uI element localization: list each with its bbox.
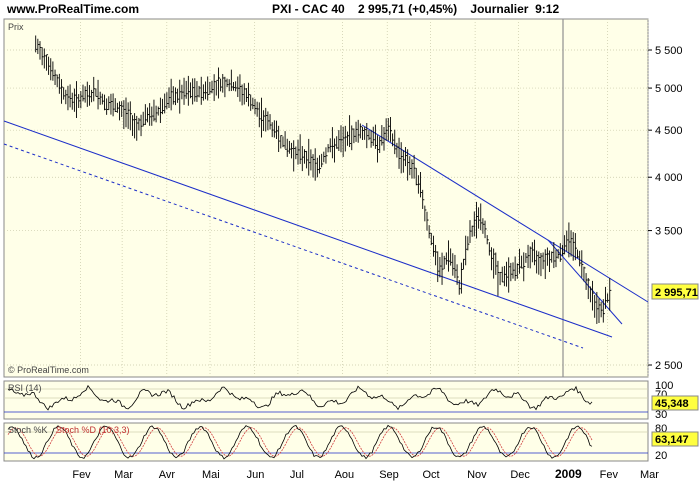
- y-tick-label: 4 500: [655, 125, 683, 137]
- rsi-tick-30: 30: [655, 409, 667, 421]
- rsi-line: [7, 384, 593, 411]
- x-tick-label: Nov: [467, 469, 487, 481]
- rsi-label: RSI (14): [8, 383, 42, 393]
- rsi-badge-text: 45,348: [655, 398, 689, 410]
- x-tick-label: Mai: [202, 469, 220, 481]
- ticker-line: PXI - CAC 40 2 995,71 (+0,45%) Journalie…: [272, 2, 560, 16]
- trendline-support: [3, 120, 613, 338]
- trendline-support-dashed: [3, 143, 584, 349]
- stoch-badge-text: 63,147: [655, 434, 689, 446]
- price-bars: [35, 35, 612, 324]
- x-tick-label: Fev: [600, 469, 619, 481]
- x-tick-label: Mar: [114, 469, 133, 481]
- y-axis-labels: 5 500 5 000 4 500 4 000 3 500 2 500: [655, 45, 683, 372]
- x-tick-label: Dec: [510, 469, 530, 481]
- rsi-tick-100: 100: [655, 380, 673, 392]
- stoch-k-label: Stoch %K: [8, 425, 48, 435]
- x-tick-label: Sep: [379, 469, 399, 481]
- trendline-resistance: [361, 124, 649, 303]
- x-tick-label: Jun: [247, 469, 265, 481]
- x-tick-label: Avr: [159, 469, 176, 481]
- rsi-panel-bg: [3, 380, 649, 420]
- rsi-grid: [4, 388, 648, 413]
- stoch-grid: [4, 431, 648, 454]
- x-tick-label: 2009: [555, 467, 582, 481]
- x-tick-label: Fev: [72, 469, 91, 481]
- x-axis-labels: Fev Mar Avr Mai Jun Jul Aou Sep Oct Nov Dec 2009 Fev…: [72, 467, 659, 481]
- watermark: © ProRealTime.com: [8, 365, 89, 375]
- rsi-badge: 45,348: [651, 395, 699, 411]
- main-panel-bg: [3, 18, 649, 378]
- y-tick-label: 5 000: [655, 83, 683, 95]
- price-badge: 2 995,71: [651, 283, 699, 300]
- x-tick-label: Mar: [640, 469, 659, 481]
- stoch-tick-20: 20: [655, 450, 667, 462]
- stoch-d-label: Stoch %D (10,3,3): [56, 425, 130, 435]
- y-tick-label: 5 500: [655, 45, 683, 57]
- stoch-k-line: [7, 424, 593, 460]
- x-tick-label: Jul: [290, 469, 304, 481]
- site-title: www.ProRealTime.com: [7, 2, 140, 16]
- stoch-badge: 63,147: [651, 431, 699, 447]
- y-tick-label: 3 500: [655, 226, 683, 238]
- price-badge-text: 2 995,71: [655, 287, 698, 299]
- x-tick-label: Oct: [422, 469, 439, 481]
- y-tick-label: 2 500: [655, 360, 683, 372]
- x-tick-label: Aou: [335, 469, 355, 481]
- y-tick-label: 4 000: [655, 172, 683, 184]
- stoch-d-line: [7, 427, 593, 457]
- panel-label-prix: Prix: [8, 22, 24, 32]
